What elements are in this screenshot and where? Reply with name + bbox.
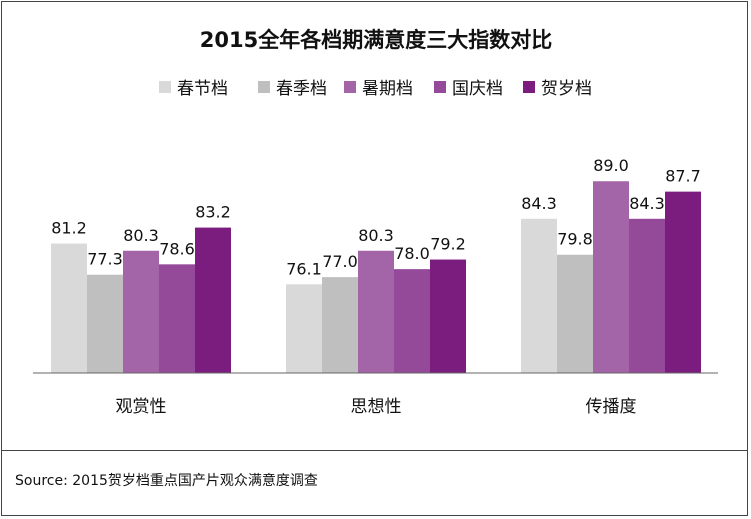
bar-2-1 xyxy=(286,284,322,373)
bar-1-5 xyxy=(195,227,231,373)
bar-3-5 xyxy=(665,191,701,373)
category-label-3: 传播度 xyxy=(586,397,637,417)
bar-2-2 xyxy=(322,277,358,373)
legend-swatch-1 xyxy=(159,81,171,93)
bar-3-2 xyxy=(557,254,593,373)
bar-2-4 xyxy=(394,269,430,373)
value-label-3-5: 87.7 xyxy=(665,167,701,186)
value-label-3-2: 79.8 xyxy=(557,230,593,249)
legend-label-1: 春节档 xyxy=(177,79,228,99)
value-label-1-2: 77.3 xyxy=(87,250,123,269)
legend-swatch-2 xyxy=(258,81,270,93)
legend-swatch-5 xyxy=(523,81,535,93)
value-label-1-4: 78.6 xyxy=(159,239,195,258)
legend-label-5: 贺岁档 xyxy=(541,79,592,99)
bar-2-5 xyxy=(430,259,466,373)
legend-label-3: 暑期档 xyxy=(362,79,413,99)
value-label-3-4: 84.3 xyxy=(629,194,665,213)
source-note: Source: 2015贺岁档重点国产片观众满意度调查 xyxy=(15,473,318,489)
value-label-1-3: 80.3 xyxy=(123,226,159,245)
bar-1-3 xyxy=(123,250,159,373)
bars: 81.277.380.378.683.276.1 77.080.378.079.2… xyxy=(51,156,701,373)
legend-label-2: 春季档 xyxy=(276,79,327,99)
value-label-3-1: 84.3 xyxy=(521,194,557,213)
category-label-1: 观赏性 xyxy=(116,397,167,417)
bar-1-4 xyxy=(159,264,195,373)
chart-title: 2015全年各档期满意度三大指数对比 xyxy=(200,28,552,52)
value-label-2-5: 79.2 xyxy=(430,235,466,254)
bar-1-1 xyxy=(51,243,87,373)
value-label-2-2: 77.0 xyxy=(322,252,358,271)
legend-swatch-3 xyxy=(344,81,356,93)
value-label-2-3: 80.3 xyxy=(358,226,394,245)
legend-label-4: 国庆档 xyxy=(452,79,503,99)
category-label-2: 思想性 xyxy=(351,397,402,417)
category-labels: 观赏性 思想性 传播度 xyxy=(116,397,637,417)
legend-swatch-4 xyxy=(434,81,446,93)
legend: 春节档 春季档 暑期档 国庆档 贺岁档 xyxy=(159,79,592,99)
value-label-1-1: 81.2 xyxy=(51,219,87,238)
value-label-2-1: 76.1 xyxy=(286,259,322,278)
value-label-2-4: 78.0 xyxy=(394,244,430,263)
bar-3-1 xyxy=(521,218,557,373)
value-label-1-5: 83.2 xyxy=(195,203,231,222)
bar-2-3 xyxy=(358,250,394,373)
bar-3-4 xyxy=(629,218,665,373)
bar-3-3 xyxy=(593,181,629,373)
value-label-3-3: 89.0 xyxy=(593,156,629,175)
bar-1-2 xyxy=(87,274,123,373)
source-divider xyxy=(1,450,748,451)
